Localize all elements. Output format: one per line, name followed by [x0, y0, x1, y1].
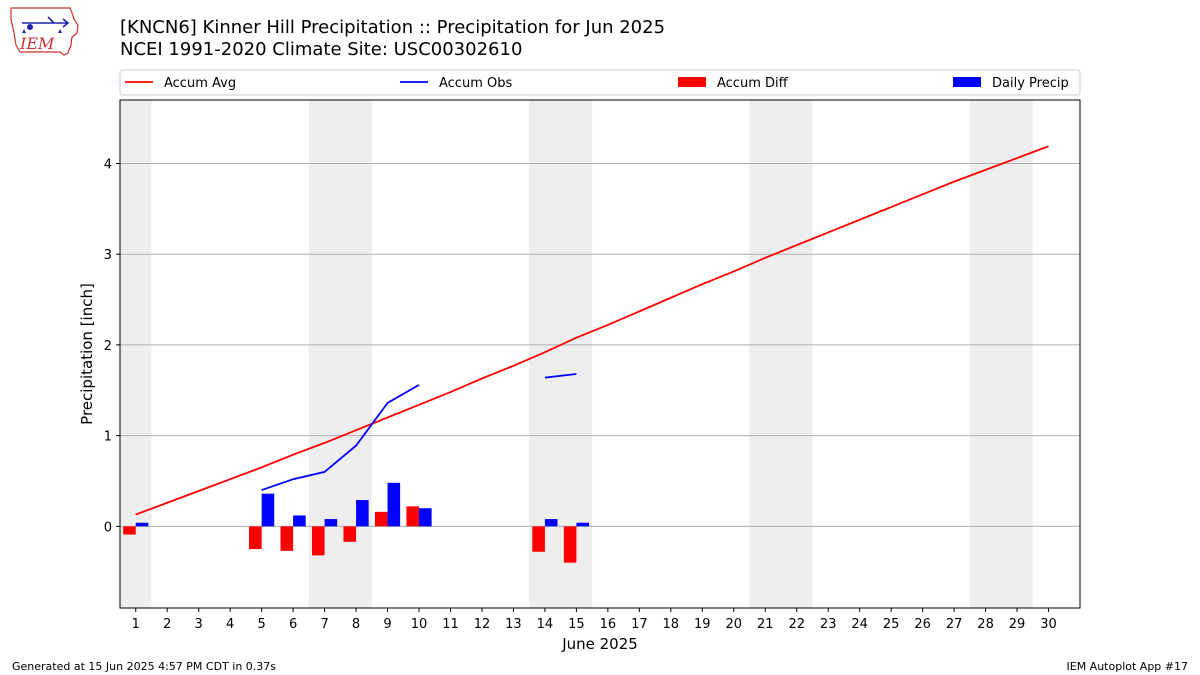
daily-precip-bar — [419, 508, 432, 527]
wind-vane-icon — [22, 16, 70, 28]
daily-precip-bar — [387, 482, 401, 527]
y-axis-label: Precipitation [inch] — [78, 283, 96, 425]
x-tick-label: 6 — [289, 617, 297, 632]
x-tick-label: 1 — [132, 617, 140, 632]
x-tick-label: 7 — [320, 617, 328, 632]
sun-icon — [27, 24, 33, 30]
daily-precip-bar — [544, 519, 558, 527]
y-tick-label: 3 — [104, 248, 112, 263]
accum-obs-line-0 — [261, 384, 420, 491]
x-tick-label: 28 — [977, 617, 994, 632]
x-tick-label: 15 — [568, 617, 585, 632]
x-tick-label: 18 — [663, 617, 680, 632]
accum-diff-bar — [563, 526, 577, 563]
y-tick-label: 0 — [104, 520, 112, 535]
accum-diff-bar — [312, 526, 325, 556]
x-tick-label: 5 — [257, 617, 265, 632]
x-tick-label: 13 — [505, 617, 522, 632]
x-tick-label: 14 — [537, 617, 554, 632]
accum-diff-bar — [532, 526, 545, 552]
iowa-outline-icon — [10, 7, 79, 56]
accum-avg-line — [135, 145, 1049, 516]
x-tick-label: 12 — [474, 617, 491, 632]
x-tick-label: 22 — [788, 617, 805, 632]
daily-precip-bar — [261, 493, 275, 527]
daily-precip-bar — [293, 515, 306, 527]
x-tick-label: 24 — [851, 617, 868, 632]
x-tick-label: 20 — [725, 617, 742, 632]
x-tick-label: 23 — [820, 617, 837, 632]
y-tick-label: 4 — [104, 158, 112, 173]
y-gridlines — [120, 163, 1080, 527]
daily-precip-bar — [356, 500, 369, 527]
x-tick-label: 30 — [1040, 617, 1057, 632]
weekend-band-3 — [749, 100, 813, 608]
daily-precip-bar — [576, 522, 589, 527]
bars-layer — [123, 482, 589, 563]
x-tick-label: 17 — [631, 617, 648, 632]
iem-logo: IEM — [10, 7, 79, 56]
legend-label: Accum Diff — [717, 76, 789, 91]
y-axis: 0 1 2 3 4 — [104, 158, 120, 535]
x-axis-label: June 2025 — [561, 635, 638, 653]
x-tick-label: 10 — [411, 617, 428, 632]
x-tick-label: 8 — [352, 617, 360, 632]
accum-obs-line-1 — [544, 373, 577, 379]
legend-swatch — [678, 77, 706, 87]
legend: Accum Avg Accum Obs Accum Diff Daily Precip — [119, 69, 1081, 96]
legend-swatch — [953, 77, 981, 87]
logo-text: IEM — [19, 34, 55, 53]
legend-label: Daily Precip — [992, 76, 1069, 91]
weekend-shading — [120, 100, 1033, 608]
daily-precip-bar — [135, 522, 149, 527]
accum-diff-bar — [123, 526, 136, 535]
x-axis: 1 2 3 4 5 6 7 8 9 10 11 12 13 14 15 16 17 18 19 20 21 22 23 24 2… — [132, 608, 1057, 632]
x-tick-label: 3 — [195, 617, 203, 632]
chart-subtitle: NCEI 1991-2020 Climate Site: USC00302610 — [120, 39, 523, 60]
legend-frame — [119, 69, 1081, 96]
x-tick-label: 11 — [442, 617, 459, 632]
lines-layer — [135, 145, 1049, 516]
generated-timestamp: Generated at 15 Jun 2025 4:57 PM CDT in … — [12, 660, 277, 673]
accum-diff-bar — [374, 511, 388, 527]
y-tick-label: 1 — [104, 430, 112, 445]
plot-frame — [119, 99, 1081, 609]
accum-diff-bar — [249, 526, 262, 550]
legend-label: Accum Obs — [439, 76, 512, 91]
accum-diff-bar — [406, 506, 420, 527]
y-tick-label: 2 — [104, 339, 112, 354]
x-tick-label: 25 — [883, 617, 900, 632]
daily-precip-bar — [324, 519, 338, 527]
x-tick-label: 26 — [914, 617, 931, 632]
chart-title: [KNCN6] Kinner Hill Precipitation :: Pre… — [120, 17, 666, 38]
x-tick-label: 9 — [383, 617, 391, 632]
accum-diff-bar — [280, 526, 294, 551]
x-tick-label: 21 — [757, 617, 774, 632]
x-tick-label: 19 — [694, 617, 711, 632]
legend-label: Accum Avg — [164, 76, 236, 91]
accum-diff-bar — [343, 526, 357, 542]
x-tick-label: 27 — [946, 617, 963, 632]
x-tick-label: 2 — [163, 617, 171, 632]
x-tick-label: 4 — [226, 617, 234, 632]
weekend-band-4 — [969, 100, 1033, 608]
x-tick-label: 29 — [1009, 617, 1026, 632]
x-tick-label: 16 — [600, 617, 617, 632]
app-credit: IEM Autoplot App #17 — [1066, 660, 1189, 673]
